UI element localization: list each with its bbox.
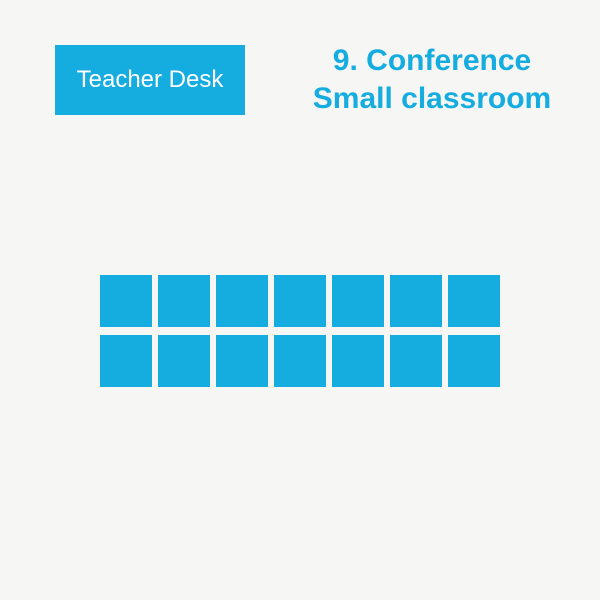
- seat: [158, 275, 210, 327]
- seat: [390, 275, 442, 327]
- seat: [332, 335, 384, 387]
- teacher-desk: Teacher Desk: [55, 45, 245, 115]
- seat: [216, 275, 268, 327]
- seating-grid: [100, 275, 500, 387]
- seat: [158, 335, 210, 387]
- seat: [100, 335, 152, 387]
- seat: [448, 335, 500, 387]
- title-line-1: 9. Conference: [333, 44, 531, 77]
- layout-title: 9. Conference Small classroom: [272, 42, 592, 117]
- seat: [216, 335, 268, 387]
- title-line-2: Small classroom: [313, 82, 551, 115]
- seat: [100, 275, 152, 327]
- seat-row: [100, 275, 500, 327]
- seat-row: [100, 335, 500, 387]
- seat: [332, 275, 384, 327]
- teacher-desk-label: Teacher Desk: [77, 66, 224, 95]
- seat: [274, 275, 326, 327]
- seat: [390, 335, 442, 387]
- seat: [448, 275, 500, 327]
- seat: [274, 335, 326, 387]
